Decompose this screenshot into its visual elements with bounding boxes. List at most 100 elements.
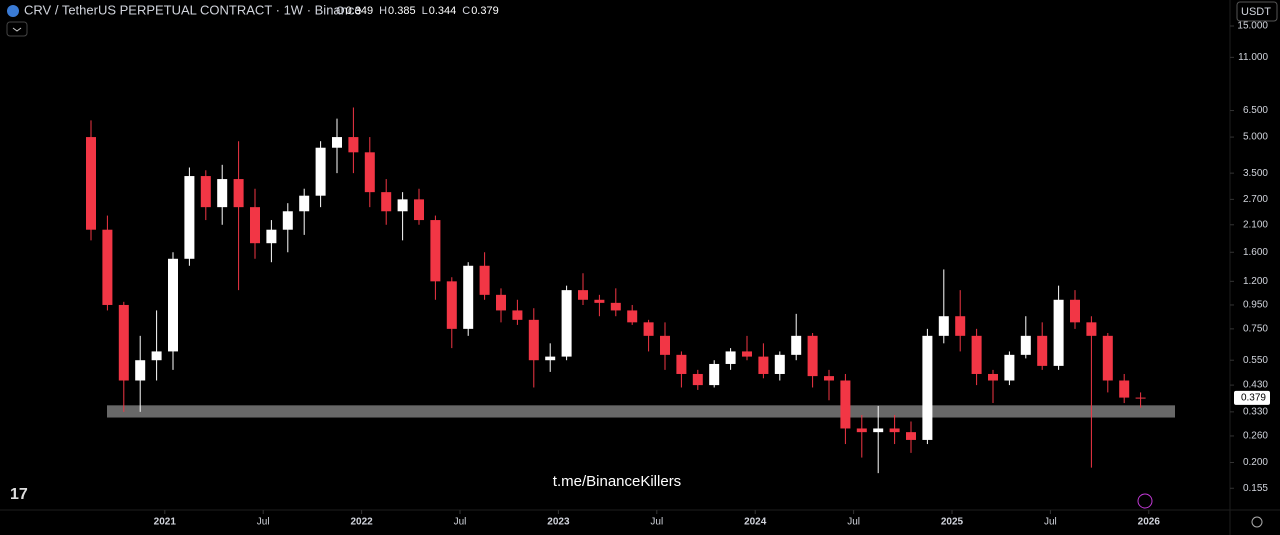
candle-body — [758, 356, 769, 374]
candle-body — [414, 199, 424, 221]
y-tick-label: 0.430 — [1243, 380, 1268, 391]
candle-body — [1086, 322, 1097, 336]
candle-body — [578, 290, 588, 300]
candle-body — [807, 335, 818, 377]
y-tick-label: 2.100 — [1243, 219, 1268, 230]
x-tick-label: 2025 — [941, 517, 964, 528]
candle-body — [118, 304, 129, 381]
candle-body — [938, 316, 949, 336]
candle-body — [1037, 335, 1048, 366]
candle-body — [430, 220, 441, 282]
candle-body — [889, 428, 900, 433]
y-tick-label: 11.000 — [1238, 52, 1268, 63]
candle-body — [1004, 354, 1015, 381]
candle-body — [676, 354, 687, 374]
y-tick-label: 0.330 — [1243, 406, 1268, 417]
symbol-title: CRV / TetherUS PERPETUAL CONTRACT · 1W ·… — [24, 2, 362, 17]
candle-body — [1070, 299, 1080, 323]
x-tick-label: 2026 — [1138, 517, 1161, 528]
x-tick-label: 2022 — [350, 517, 373, 528]
candle-body — [1020, 335, 1031, 355]
x-tick-label: Jul — [454, 517, 467, 528]
candle-body — [791, 335, 802, 355]
candle-body — [512, 310, 523, 320]
candle-body — [315, 147, 326, 196]
ohlc-label: H — [379, 5, 387, 17]
ohlc-value: 0.349 — [346, 5, 374, 17]
candle-body — [627, 310, 638, 323]
candle-body — [824, 376, 834, 381]
x-tick-label: Jul — [847, 517, 860, 528]
candle-body — [348, 137, 359, 153]
collapse-button[interactable] — [6, 21, 28, 37]
y-tick-label: 0.155 — [1243, 483, 1268, 494]
y-tick-label: 1.200 — [1243, 276, 1268, 287]
candle-body — [299, 195, 310, 212]
candle-body — [660, 335, 670, 355]
ohlc-label: L — [422, 5, 428, 17]
y-tick-label: 0.950 — [1243, 300, 1268, 311]
candle-body — [594, 299, 605, 303]
y-tick-label: 1.600 — [1243, 247, 1268, 258]
candle-body — [873, 428, 884, 433]
x-tick-label: 2024 — [744, 517, 767, 528]
candle-body — [610, 302, 621, 311]
y-tick-label: 5.000 — [1243, 132, 1268, 143]
candle-body — [840, 380, 851, 429]
y-tick-label: 0.750 — [1243, 324, 1268, 335]
x-tick-label: 2021 — [154, 517, 177, 528]
y-tick-label: 0.260 — [1243, 431, 1268, 442]
x-tick-label: Jul — [1044, 517, 1057, 528]
candle-body — [397, 199, 408, 212]
candle-body — [725, 351, 736, 364]
x-tick-label: Jul — [650, 517, 663, 528]
y-tick-label: 3.500 — [1243, 168, 1268, 179]
candle-body — [709, 363, 720, 386]
candle-body — [184, 176, 195, 259]
ohlc-value: 0.379 — [471, 5, 499, 17]
symbol-icon — [7, 5, 19, 17]
candle-body — [856, 428, 867, 433]
candle-body — [528, 319, 539, 361]
candle-body — [250, 207, 260, 244]
alert-icon[interactable] — [1137, 493, 1153, 509]
y-tick-label: 0.200 — [1243, 457, 1268, 468]
candle-body — [1119, 380, 1130, 398]
candle-body — [561, 290, 572, 357]
ohlc-value: 0.385 — [388, 5, 416, 17]
candle-body — [266, 229, 277, 244]
candle-body — [200, 176, 211, 208]
candle-body — [1135, 397, 1146, 399]
candle-body — [151, 351, 162, 361]
x-tick-label: Jul — [257, 517, 270, 528]
currency-button[interactable] — [1236, 1, 1278, 22]
ohlc-label: C — [462, 5, 470, 17]
candle-body — [479, 265, 490, 295]
candle-body — [643, 322, 654, 336]
y-tick-label: 6.500 — [1243, 105, 1268, 116]
candle-body — [545, 356, 556, 361]
candle-body — [282, 211, 293, 230]
candle-body — [332, 137, 342, 148]
candle-body — [692, 373, 703, 386]
candle-body — [742, 351, 752, 357]
y-tick-label: 2.700 — [1243, 194, 1268, 205]
candle-body — [971, 335, 982, 374]
watermark: t.me/BinanceKillers — [553, 473, 681, 490]
settings-icon[interactable] — [1251, 516, 1263, 528]
candle-body — [217, 179, 228, 208]
x-tick-label: 2023 — [547, 517, 570, 528]
candle-body — [463, 265, 474, 329]
candle-body — [233, 179, 244, 208]
candle-body — [86, 137, 96, 230]
candle-body — [102, 229, 113, 305]
candle-body — [364, 152, 375, 193]
candle-body — [922, 335, 933, 440]
y-tick-label: 15.000 — [1237, 21, 1268, 32]
candle-body — [496, 294, 506, 311]
ohlc-label: O — [336, 5, 345, 17]
candle-body — [774, 354, 785, 374]
